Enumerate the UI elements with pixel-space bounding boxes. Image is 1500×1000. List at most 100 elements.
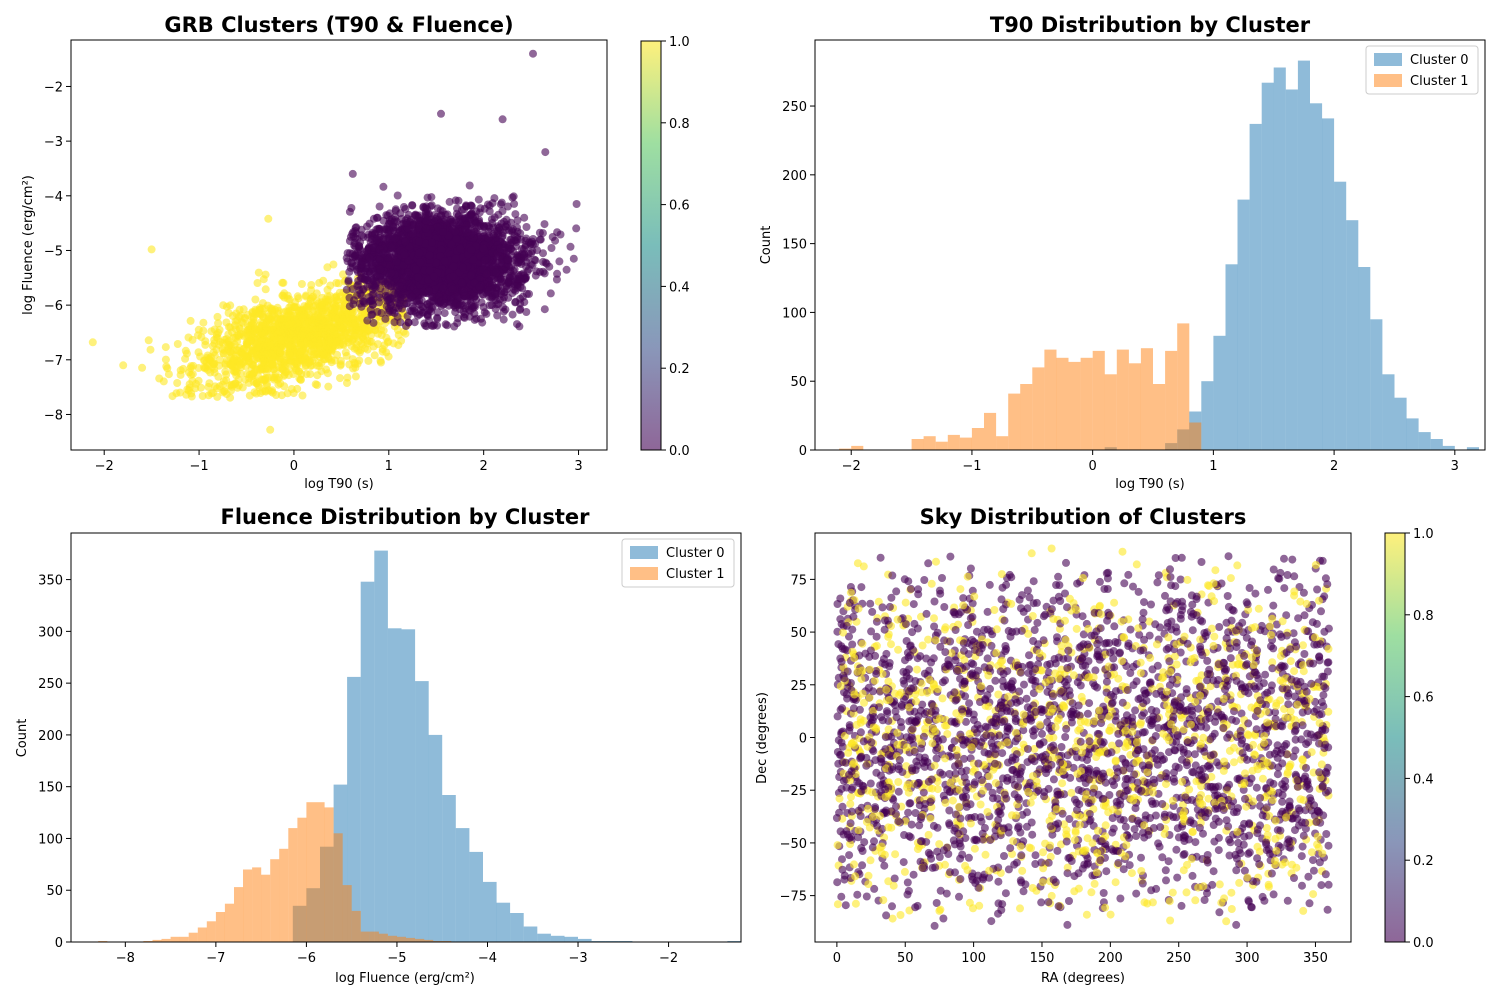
panel1-point-cluster1 [250, 355, 259, 364]
panel1-points [88, 49, 581, 434]
panel1-point-cluster1 [234, 331, 243, 340]
panel1-point-cluster1 [307, 281, 316, 289]
panel1-point-cluster1 [370, 351, 379, 360]
panel1-point-cluster0 [422, 217, 431, 226]
panel1-point-cluster1 [161, 355, 170, 364]
panel1-point-cluster0 [379, 249, 388, 258]
panel1-point-cluster0 [505, 242, 514, 251]
panel1-point-cluster1 [343, 379, 351, 387]
panel1-point-cluster0 [487, 215, 496, 224]
panel1-point-cluster1 [318, 303, 327, 312]
panel1-point-cluster1 [186, 316, 195, 325]
panel1-point-cluster0 [555, 257, 564, 266]
panel1-point-cluster0 [387, 243, 396, 252]
panel1-point-cluster0 [535, 228, 544, 237]
panel1-point-cluster1 [297, 370, 306, 378]
panel1-point-cluster1 [363, 345, 372, 354]
panel1-point-cluster1 [236, 369, 245, 378]
panel1-point-cluster0 [459, 287, 468, 296]
panel1-point-cluster0 [413, 311, 422, 320]
panel1-point-cluster1 [323, 369, 332, 378]
panel1-point-cluster0 [451, 254, 460, 263]
panel1-point-cluster0 [424, 287, 433, 295]
panel1-point-cluster0 [572, 224, 581, 233]
panel1-point-cluster0 [521, 243, 530, 251]
panel1-point-cluster1 [351, 372, 360, 381]
panel1-point-cluster1 [138, 363, 147, 372]
panel1-point-cluster0 [342, 254, 351, 263]
panel1-point-cluster1 [255, 365, 264, 374]
panel1-point-cluster0 [465, 181, 474, 190]
panel1-point-cluster1 [342, 351, 351, 360]
panel1-point-cluster1 [266, 341, 274, 350]
panel1-point-cluster0 [482, 269, 491, 278]
panel1-point-cluster0 [522, 223, 531, 231]
panel1-point-cluster0 [462, 229, 471, 237]
panel1-point-cluster1 [380, 341, 389, 350]
panel1-point-cluster1 [222, 390, 231, 399]
panel1-point-cluster0 [566, 242, 575, 251]
panel1-point-cluster0 [342, 285, 351, 294]
panel1-point-cluster0 [467, 245, 476, 254]
panel1-point-cluster0 [503, 255, 512, 264]
panel1-point-cluster0 [344, 276, 353, 285]
panel1-point-cluster1 [275, 314, 284, 323]
panel1-point-cluster0 [513, 216, 522, 225]
panel1-point-cluster1 [374, 329, 383, 338]
panel1-point-cluster0 [522, 234, 531, 243]
panel1-point-cluster1 [268, 373, 277, 382]
panel1-point-cluster1 [204, 391, 213, 400]
panel1-point-cluster0 [536, 235, 545, 244]
panel1-point-cluster0 [387, 215, 396, 224]
panel1-point-cluster1 [278, 278, 287, 287]
panel1-point-cluster1 [205, 379, 214, 388]
panel1-point-cluster1 [324, 353, 333, 362]
panel1-point-cluster0 [533, 246, 542, 255]
panel1-point-cluster1 [239, 350, 248, 359]
panel1-point-cluster0 [376, 284, 385, 293]
panel1-point-cluster1 [355, 336, 363, 345]
panel1-point-cluster1 [208, 342, 217, 350]
panel1-point-cluster0 [412, 265, 420, 274]
panel1-point-cluster0 [457, 278, 466, 287]
panel1-point-cluster0 [416, 258, 425, 267]
panel1-point-cluster0 [546, 289, 555, 298]
panel1-point-cluster0 [414, 223, 423, 232]
panel1-point-cluster1 [248, 308, 257, 316]
panel1-point-cluster0 [459, 263, 467, 272]
panel1-point-cluster1 [275, 353, 284, 362]
panel1-point-cluster1 [243, 321, 252, 330]
panel1-point-cluster1 [246, 336, 255, 345]
panel1-point-cluster1 [361, 326, 369, 335]
panel1-point-cluster1 [252, 389, 261, 398]
panel1-point-cluster1 [209, 348, 218, 357]
panel1-point-cluster1 [251, 295, 260, 304]
panel1-point-cluster0 [439, 228, 447, 236]
panel1-point-cluster1 [349, 364, 358, 373]
panel1-point-cluster1 [257, 329, 266, 338]
panel1-point-cluster1 [234, 381, 243, 390]
panel1-point-cluster0 [493, 311, 502, 320]
panel1-point-cluster0 [454, 196, 463, 205]
panel1-point-cluster0 [401, 237, 410, 246]
panel1-point-cluster1 [188, 335, 197, 344]
panel1-point-cluster0 [368, 228, 377, 237]
panel1-point-cluster0 [540, 220, 549, 229]
panel1-point-cluster0 [511, 297, 520, 306]
panel1-point-cluster0 [423, 193, 432, 202]
panel1-point-cluster1 [223, 345, 232, 354]
panel1-point-cluster1 [394, 341, 403, 350]
panel1-point-cluster1 [267, 360, 276, 369]
panel1-point-cluster0 [393, 191, 402, 200]
panel1-point-cluster0 [479, 244, 488, 253]
panel1-point-cluster1 [224, 330, 233, 339]
panel1-point-cluster1 [373, 340, 382, 349]
panel1-point-cluster1 [286, 351, 294, 360]
panel1-point-cluster0 [450, 322, 459, 331]
panel1-point-cluster0 [429, 321, 438, 330]
panel1-point-cluster1 [296, 350, 305, 359]
panel1-title: GRB Clusters (T90 & Fluence) [164, 13, 513, 37]
panel1-point-cluster1 [304, 324, 313, 333]
panel1-point-cluster1 [277, 391, 286, 400]
panel1-point-cluster0 [485, 301, 494, 310]
